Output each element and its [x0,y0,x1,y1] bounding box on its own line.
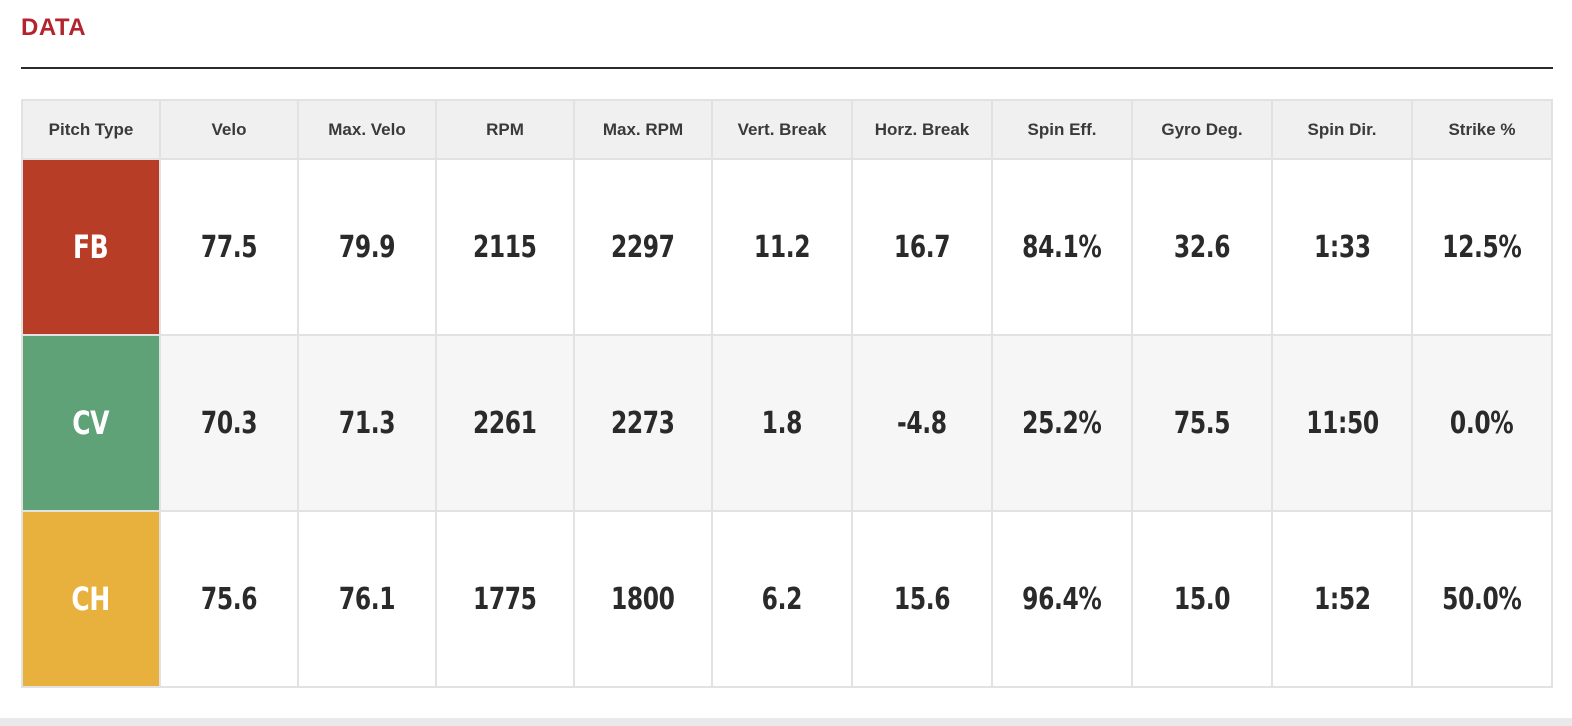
rpm-value: 2115 [473,229,537,265]
gyro-deg-cell: 32.6 [1131,158,1273,336]
pitch-type-cell: CV [21,334,161,512]
table-row: CV 70.3 71.3 2261 2273 1.8 -4.8 25.2% 75… [21,334,1553,512]
vert-break-value: 1.8 [761,405,803,441]
max-rpm-value: 2297 [611,229,675,265]
header-vert-break: Vert. Break [711,99,853,160]
velo-cell: 77.5 [159,158,299,336]
max-velo-value: 79.9 [338,229,396,265]
spin-eff-value: 96.4% [1022,581,1102,617]
horz-break-cell: -4.8 [851,334,993,512]
gyro-deg-cell: 15.0 [1131,510,1273,688]
spin-dir-cell: 11:50 [1271,334,1413,512]
gyro-deg-cell: 75.5 [1131,334,1273,512]
velo-value: 77.5 [200,229,258,265]
max-velo-cell: 71.3 [297,334,437,512]
horz-break-cell: 16.7 [851,158,993,336]
spin-dir-value: 1:52 [1313,581,1371,617]
strike-pct-value: 50.0% [1442,581,1522,617]
max-rpm-cell: 2273 [573,334,713,512]
pitch-type-label: CV [72,404,110,442]
strike-pct-cell: 50.0% [1411,510,1553,688]
gyro-deg-value: 75.5 [1173,405,1231,441]
header-spin-dir: Spin Dir. [1271,99,1413,160]
max-rpm-cell: 2297 [573,158,713,336]
max-velo-cell: 76.1 [297,510,437,688]
header-strike-pct: Strike % [1411,99,1553,160]
spin-dir-cell: 1:33 [1271,158,1413,336]
header-gyro-deg: Gyro Deg. [1131,99,1273,160]
max-rpm-value: 2273 [611,405,675,441]
bottom-divider [0,718,1572,726]
vert-break-value: 6.2 [761,581,803,617]
horz-break-value: 15.6 [893,581,951,617]
vert-break-cell: 11.2 [711,158,853,336]
max-rpm-cell: 1800 [573,510,713,688]
spin-eff-cell: 25.2% [991,334,1133,512]
header-velo: Velo [159,99,299,160]
velo-value: 70.3 [200,405,258,441]
max-velo-cell: 79.9 [297,158,437,336]
horz-break-cell: 15.6 [851,510,993,688]
spin-dir-cell: 1:52 [1271,510,1413,688]
rpm-cell: 2115 [435,158,575,336]
strike-pct-cell: 12.5% [1411,158,1553,336]
strike-pct-cell: 0.0% [1411,334,1553,512]
pitch-type-label: FB [73,228,109,266]
strike-pct-value: 12.5% [1442,229,1522,265]
vert-break-value: 11.2 [753,229,811,265]
table-row: CH 75.6 76.1 1775 1800 6.2 15.6 96.4% 15… [21,510,1553,688]
strike-pct-value: 0.0% [1450,405,1514,441]
spin-eff-cell: 84.1% [991,158,1133,336]
title-divider [21,67,1553,69]
header-row: Pitch Type Velo Max. Velo RPM Max. RPM V… [21,99,1553,160]
spin-dir-value: 1:33 [1313,229,1371,265]
max-velo-value: 76.1 [338,581,396,617]
gyro-deg-value: 15.0 [1173,581,1231,617]
vert-break-cell: 1.8 [711,334,853,512]
pitch-data-table: Pitch Type Velo Max. Velo RPM Max. RPM V… [21,99,1553,688]
velo-cell: 75.6 [159,510,299,688]
velo-value: 75.6 [200,581,258,617]
max-velo-value: 71.3 [338,405,396,441]
table-row: FB 77.5 79.9 2115 2297 11.2 16.7 84.1% 3… [21,158,1553,336]
spin-eff-cell: 96.4% [991,510,1133,688]
pitch-type-label: CH [71,580,111,618]
header-max-velo: Max. Velo [297,99,437,160]
section-title: DATA [21,14,87,41]
vert-break-cell: 6.2 [711,510,853,688]
pitch-type-cell: FB [21,158,161,336]
spin-eff-value: 25.2% [1022,405,1102,441]
rpm-cell: 1775 [435,510,575,688]
header-spin-eff: Spin Eff. [991,99,1133,160]
table-header: Pitch Type Velo Max. Velo RPM Max. RPM V… [21,99,1553,160]
spin-eff-value: 84.1% [1022,229,1102,265]
header-pitch-type: Pitch Type [21,99,161,160]
horz-break-value: -4.8 [897,405,947,441]
velo-cell: 70.3 [159,334,299,512]
rpm-value: 1775 [473,581,537,617]
rpm-cell: 2261 [435,334,575,512]
horz-break-value: 16.7 [893,229,951,265]
pitch-type-cell: CH [21,510,161,688]
table-body: FB 77.5 79.9 2115 2297 11.2 16.7 84.1% 3… [21,158,1553,688]
header-rpm: RPM [435,99,575,160]
max-rpm-value: 1800 [611,581,675,617]
header-horz-break: Horz. Break [851,99,993,160]
rpm-value: 2261 [473,405,537,441]
header-max-rpm: Max. RPM [573,99,713,160]
gyro-deg-value: 32.6 [1173,229,1231,265]
spin-dir-value: 11:50 [1305,405,1379,441]
